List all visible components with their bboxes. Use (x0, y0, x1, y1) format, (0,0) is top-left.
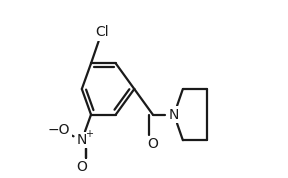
Text: N: N (77, 133, 87, 147)
Text: Cl: Cl (95, 25, 108, 40)
Text: +: + (85, 129, 92, 138)
Text: O: O (147, 137, 158, 151)
Text: O: O (76, 160, 87, 174)
Text: N: N (169, 108, 179, 122)
Text: −O: −O (48, 123, 71, 137)
